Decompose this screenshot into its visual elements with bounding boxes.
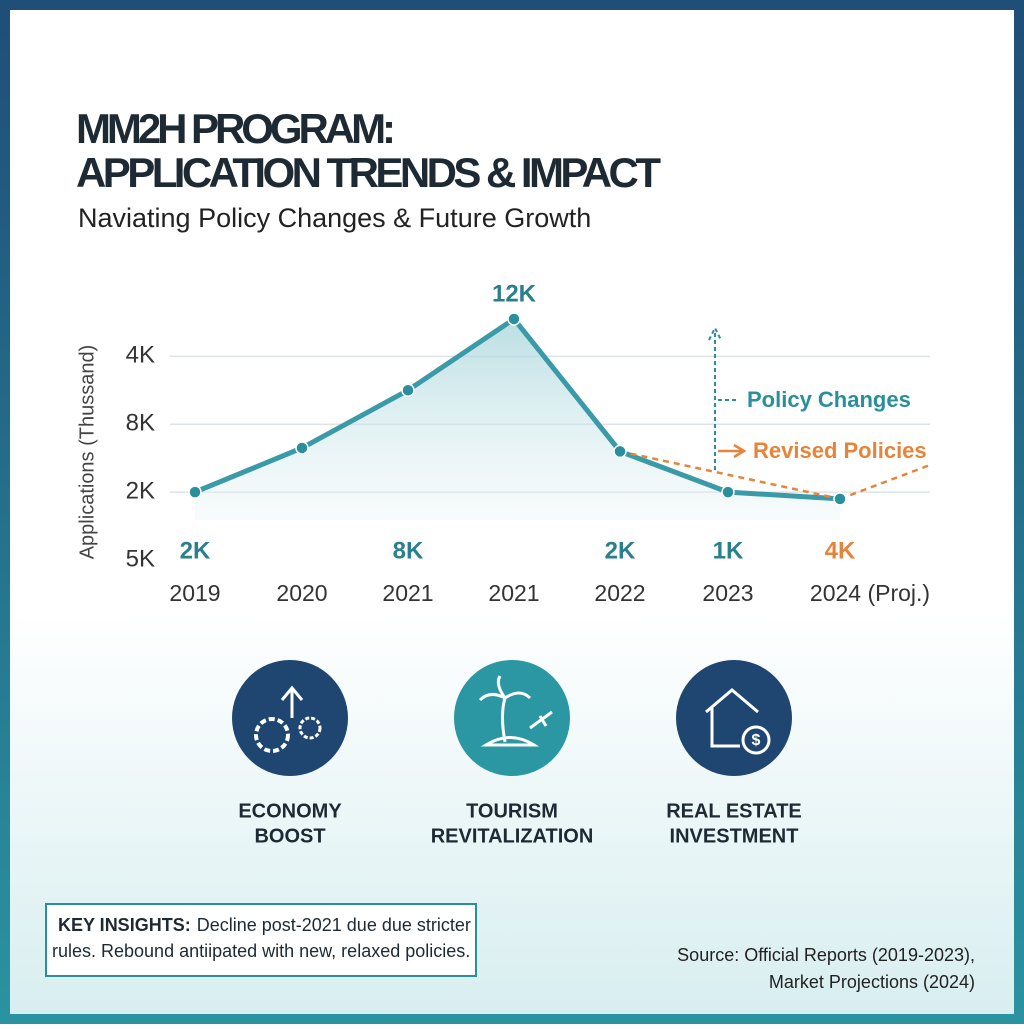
svg-text:$: $ [752,732,761,749]
insights-heading: KEY INSIGHTS: [58,915,191,935]
data-label: 2K [180,537,211,564]
impact-label: INVESTMENT [670,825,799,847]
insights-line: Decline post-2021 due due stricter [197,915,471,935]
icon-real-estate: $ [676,660,792,776]
insights-box [45,903,477,977]
y-tick-label: 8K [126,410,155,437]
projection-line [619,450,841,501]
y-tick-label: 5K [126,545,155,572]
title: MM2H PROGRAM: [76,105,396,152]
icon-tourism [454,660,570,776]
x-tick-label: 2019 [169,580,220,606]
y-tick-label: 4K [126,342,155,369]
data-point [401,383,415,398]
data-point [507,312,521,326]
data-label: 8K [393,537,424,564]
x-tick-label: 2023 [702,580,753,606]
x-tick-label: 2022 [594,580,645,606]
data-label: 4K [825,537,856,564]
y-tick-label: 2K [126,477,155,504]
impact-label: REVITALIZATION [431,825,594,847]
data-point [188,485,202,499]
data-point [613,444,627,459]
x-tick-label: 2021 [382,580,433,606]
data-label: 12K [492,280,537,307]
title: APPLICATION TRENDS & IMPACT [76,149,661,196]
source: Source: Official Reports (2019-2023), [677,945,975,965]
data-label: 1K [713,537,744,564]
annotation: Revised Policies [753,438,927,463]
data-point [295,441,309,455]
annotation: Policy Changes [747,387,911,412]
data-point [833,492,847,506]
area [195,318,840,520]
chart: MM2H PROGRAM:APPLICATION TRENDS & IMPACT… [76,105,931,606]
x-tick-label: 2021 [488,580,539,606]
insights-line: rules. Rebound antiipated with new, rela… [52,941,470,961]
insights-text: KEY INSIGHTS: Decline post-2021 due due s… [58,915,471,935]
icon-economy [232,660,348,776]
impact-label: ECONOMY [238,800,342,822]
data-point [721,485,735,499]
impact-label: BOOST [254,825,325,847]
policy-arrow [708,325,738,470]
revised-arrow [718,443,747,459]
projection-extension [839,463,931,501]
subtitle: Naviating Policy Changes & Future Growth [78,203,591,233]
source: Market Projections (2024) [769,972,975,992]
data-label: 2K [605,537,636,564]
y-axis-label: Applications (Thussand) [76,345,98,560]
x-tick-label: 2024 (Proj.) [810,580,930,606]
x-tick-label: 2020 [276,580,327,606]
impact-label: REAL ESTATE [666,800,802,822]
impact-label: TOURISM [466,800,558,822]
